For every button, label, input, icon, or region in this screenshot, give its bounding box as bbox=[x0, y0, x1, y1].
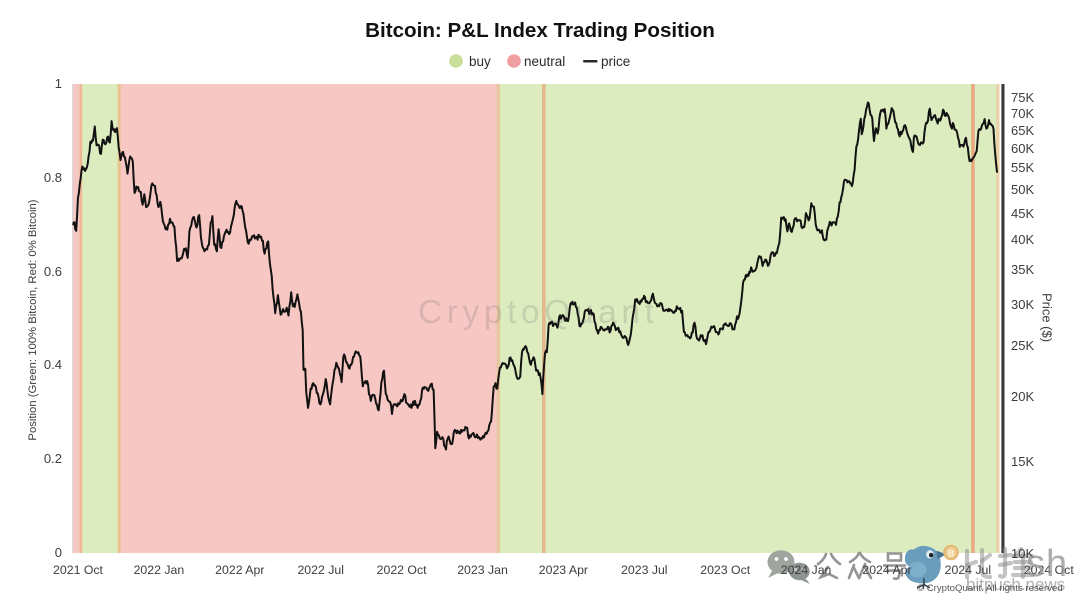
svg-text:B: B bbox=[948, 548, 955, 558]
